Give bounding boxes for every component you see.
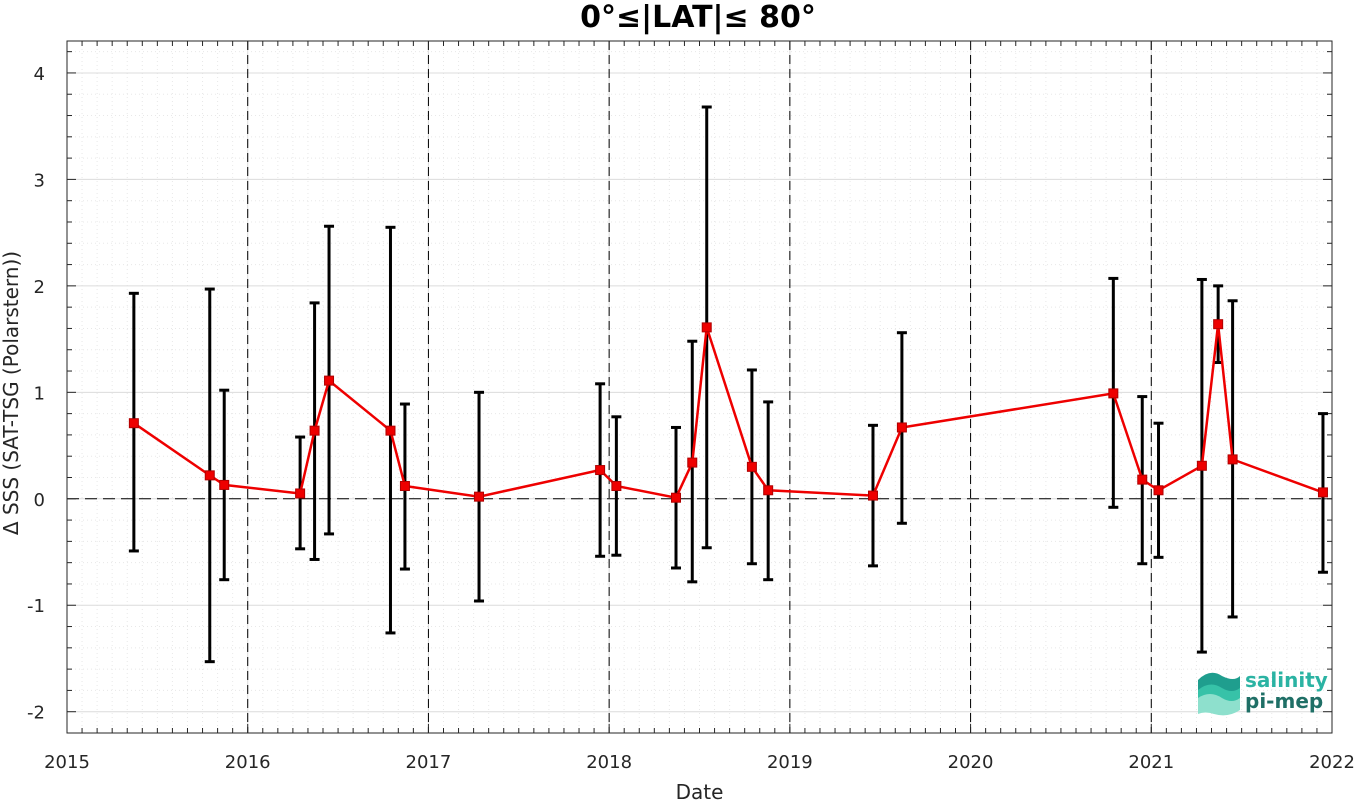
data-point-marker [746,461,757,472]
x-tick-label: 2015 [44,752,90,773]
axis-ticks [66,41,1333,734]
x-tick-label: 2021 [1128,752,1174,773]
data-point-marker [295,488,306,499]
data-point-marker [219,479,230,490]
x-tick-label: 2018 [586,752,632,773]
data-point-marker [1213,319,1224,330]
data-point-marker [1108,388,1119,399]
y-tick-label: 2 [34,277,45,298]
wave-logo-icon [1198,672,1240,716]
y-tick-label: 3 [34,170,45,191]
y-tick-label: -1 [27,596,45,617]
series-line [133,324,1324,500]
data-point-marker [595,465,606,476]
y-axis-label: Δ SSS (SAT-TSG (Polarstern)) [0,251,23,535]
data-point-marker [701,322,712,333]
data-point-marker [867,490,878,501]
data-point-marker [128,418,139,429]
x-tick-label: 2016 [225,752,271,773]
data-point-marker [399,481,410,492]
data-point-marker [896,422,907,433]
data-point-marker [1227,454,1238,465]
data-point-marker [309,425,320,436]
data-point-marker [1317,487,1328,498]
y-tick-label: 4 [34,64,45,85]
chart-title: 0°≤|LAT|≤ 80° [580,0,816,35]
data-point-marker [763,485,774,496]
x-tick-label: 2019 [767,752,813,773]
y-tick-label: -2 [27,703,45,724]
data-point-marker [204,470,215,481]
x-tick-label: 2020 [948,752,994,773]
logo-text-salinity: salinity [1245,668,1328,692]
data-point-marker [1153,485,1164,496]
salinity-pi-mep-logo: salinity pi-mep [1198,668,1328,716]
x-tick-label: 2017 [406,752,452,773]
data-point-marker [671,492,682,503]
y-tick-label: 1 [34,383,45,404]
series-markers [128,319,1328,503]
data-point-marker [385,425,396,436]
error-bars [128,105,1328,664]
data-point-marker [687,457,698,468]
year-dividers [247,41,1152,733]
x-tick-labels: 2015 2016 2017 2018 2019 2020 2021 2022 [44,752,1355,773]
data-point-marker [611,481,622,492]
x-tick-label: 2022 [1309,752,1355,773]
y-tick-label: 0 [34,490,45,511]
y-tick-labels: -2 -1 0 1 2 3 4 [27,64,45,724]
grid [66,41,1333,734]
data-point-marker [324,375,335,386]
data-point-marker [1137,474,1148,485]
logo-text-pi-mep: pi-mep [1245,689,1323,713]
x-axis-label: Date [676,780,724,801]
data-point-marker [1196,460,1207,471]
data-point-marker [474,491,485,502]
